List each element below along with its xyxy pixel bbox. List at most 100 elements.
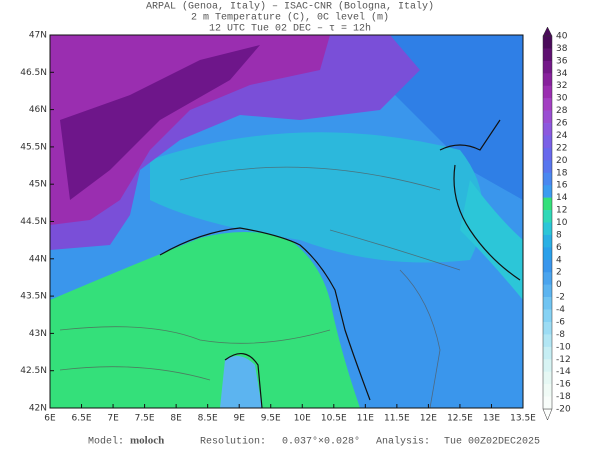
- colorbar-label: 6: [556, 243, 562, 253]
- lon-label: 13.5E: [510, 414, 536, 424]
- lon-label: 7.5E: [135, 414, 155, 424]
- lat-label: 45.5N: [20, 142, 47, 152]
- colorbar-segment: [543, 73, 552, 87]
- footer-value: moloch: [130, 435, 164, 447]
- footer-label: Analysis:: [376, 436, 430, 448]
- colorbar-label: 20: [556, 156, 568, 166]
- colorbar-label: 36: [556, 56, 568, 66]
- lat-label: 43.5N: [20, 292, 47, 302]
- alps-peak: [60, 45, 260, 200]
- colorbar-label: -6: [556, 317, 565, 327]
- colorbar-label: 16: [556, 181, 568, 191]
- colorbar-label: 8: [556, 230, 562, 240]
- colorbar-label: 30: [556, 94, 568, 104]
- colorbar-label: 18: [556, 168, 568, 178]
- colorbar-label: -4: [556, 305, 565, 315]
- colorbar-segment: [543, 234, 552, 248]
- colorbar-segment: [543, 396, 552, 410]
- colorbar-segment: [543, 371, 552, 385]
- colorbar-label: -8: [556, 330, 565, 340]
- colorbar-segment: [543, 309, 552, 323]
- colorbar-segment: [543, 123, 552, 136]
- colorbar-segment: [543, 346, 552, 360]
- footer-value: Tue 00Z02DEC2025: [444, 437, 540, 448]
- colorbar-label: 40: [556, 32, 568, 42]
- lon-label: 9E: [233, 414, 245, 424]
- lon-label: 9.5E: [261, 414, 281, 424]
- colorbar-segment: [543, 297, 552, 310]
- colorbar-segment: [543, 321, 552, 335]
- colorbar-label: -16: [556, 380, 571, 390]
- colorbar-segment: [543, 147, 552, 161]
- colorbar-segment: [543, 210, 552, 223]
- lon-label: 11.5E: [384, 414, 410, 424]
- title-line: 12 UTC Tue 02 DEC – τ = 12h: [209, 23, 371, 35]
- colorbar-label: 28: [556, 106, 568, 116]
- colorbar-label: 2: [556, 268, 562, 278]
- lat-label: 42N: [29, 404, 47, 414]
- colorbar-segment: [543, 384, 552, 397]
- colorbar-end: [542, 408, 553, 421]
- colorbar-end: [542, 26, 553, 37]
- colorbar-label: 38: [556, 44, 568, 54]
- colorbar-segment: [543, 247, 552, 261]
- colorbar-label: 4: [556, 255, 562, 265]
- lon-label: 13E: [483, 414, 500, 424]
- colorbar-segment: [543, 110, 552, 124]
- footer-label: Resolution:: [200, 436, 266, 448]
- lon-label: 12E: [420, 414, 437, 424]
- title-line: 2 m Temperature (C), 0C level (m): [191, 12, 389, 24]
- colorbar-segment: [543, 272, 552, 285]
- colorbar-label: 24: [556, 131, 568, 141]
- po-valley: [150, 132, 483, 263]
- title-line: ARPAL (Genoa, Italy) – ISAC-CNR (Bologna…: [146, 1, 434, 13]
- colorbar-segment: [543, 197, 552, 211]
- lon-label: 6.5E: [72, 414, 92, 424]
- colorbar-label: -2: [556, 293, 565, 303]
- colorbar-segment: [543, 359, 552, 372]
- colorbar-label: -18: [556, 392, 571, 402]
- lon-label: 7E: [107, 414, 119, 424]
- lon-label: 8E: [170, 414, 182, 424]
- lon-label: 8.5E: [198, 414, 218, 424]
- lat-label: 46.5N: [20, 68, 47, 78]
- colorbar-label: 32: [556, 81, 567, 91]
- lon-label: 11E: [357, 414, 374, 424]
- lat-label: 44.5N: [20, 217, 47, 227]
- lat-label: 44N: [29, 254, 47, 264]
- colorbar-segment: [543, 259, 552, 273]
- colorbar-segment: [543, 98, 552, 111]
- lon-label: 12.5E: [447, 414, 473, 424]
- footer-label: Model:: [88, 436, 124, 448]
- colorbar-segment: [543, 222, 552, 236]
- colorbar-segment: [543, 172, 552, 186]
- map: [49, 34, 524, 409]
- colorbar-label: 0: [556, 280, 562, 290]
- colorbar-label: 22: [556, 143, 567, 153]
- corsica: [220, 356, 262, 408]
- colorbar-label: -10: [556, 342, 571, 352]
- colorbar-label: -14: [556, 367, 571, 377]
- lon-label: 10E: [294, 414, 311, 424]
- lon-label: 10.5E: [321, 414, 347, 424]
- colorbar-segment: [543, 36, 552, 49]
- lat-label: 47N: [29, 31, 47, 41]
- colorbar-label: 26: [556, 119, 568, 129]
- colorbar-label: 10: [556, 218, 568, 228]
- colorbar-label: 34: [556, 69, 568, 79]
- colorbar-segment: [543, 284, 552, 298]
- colorbar-segment: [543, 185, 552, 198]
- colorbar-segment: [543, 135, 552, 149]
- colorbar-label: -12: [556, 355, 571, 365]
- colorbar-segment: [543, 48, 552, 62]
- colorbar-label: -20: [556, 405, 571, 415]
- lat-label: 45N: [29, 180, 47, 190]
- colorbar-segment: [543, 85, 552, 99]
- lat-label: 42.5N: [20, 366, 47, 376]
- colorbar-label: 14: [556, 193, 568, 203]
- lat-label: 43N: [29, 329, 47, 339]
- alps-high: [50, 35, 330, 225]
- sea-region: [50, 231, 360, 408]
- lat-label: 46N: [29, 105, 47, 115]
